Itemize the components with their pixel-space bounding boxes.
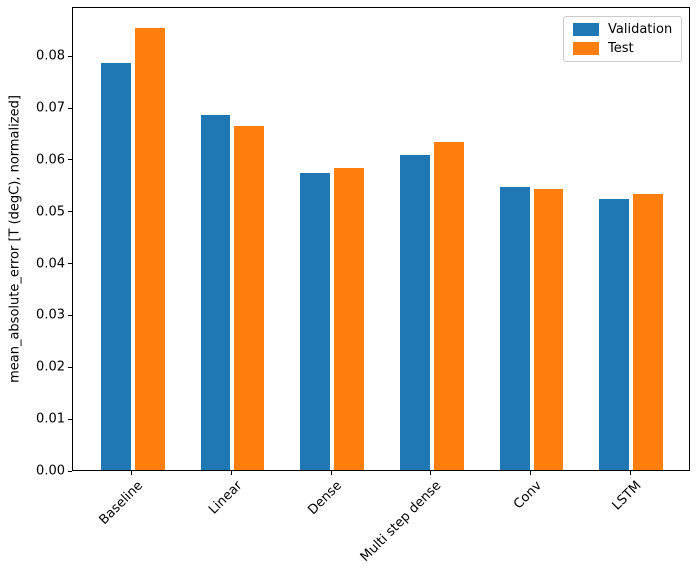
bar-validation-multi-step-dense (399, 155, 430, 470)
ytick-label-0.05: 0.05 (36, 204, 65, 220)
bar-test-lstm (633, 194, 664, 470)
bars-layer (73, 8, 689, 470)
legend-swatch-test-icon (573, 42, 599, 55)
bar-test-multi-step-dense (433, 141, 464, 470)
bar-validation-baseline (100, 63, 131, 470)
ytick-mark-0.03 (68, 314, 72, 316)
legend-label-test: Test (608, 41, 634, 56)
ytick-mark-0.01 (68, 418, 72, 420)
legend-label-validation: Validation (608, 22, 673, 37)
xtick-label-conv: Conv (510, 478, 545, 513)
ytick-mark-0.04 (68, 263, 72, 265)
bar-validation-conv (499, 187, 530, 470)
legend-item-validation: Validation (573, 23, 672, 36)
ytick-mark-0.08 (68, 55, 72, 57)
ytick-mark-0.02 (68, 366, 72, 368)
bar-test-linear (234, 126, 265, 470)
bar-validation-lstm (599, 199, 630, 470)
xtick-label-baseline: Baseline (96, 478, 146, 528)
bar-validation-linear (200, 114, 231, 470)
y-axis-label: mean_absolute_error [T (degC), normalize… (7, 95, 23, 383)
ytick-label-0.01: 0.01 (36, 411, 65, 427)
xtick-mark-lstm (629, 471, 631, 475)
ytick-mark-0.06 (68, 159, 72, 161)
bar-test-baseline (134, 28, 165, 470)
xtick-label-multi-step-dense: Multi step dense (358, 478, 445, 565)
xtick-mark-linear (230, 471, 232, 475)
ytick-label-0.03: 0.03 (36, 307, 65, 323)
ytick-mark-0.05 (68, 211, 72, 213)
bar-validation-dense (300, 173, 331, 470)
ytick-mark-0.00 (68, 470, 72, 472)
ytick-label-0.06: 0.06 (36, 152, 65, 168)
legend-swatch-validation-icon (573, 23, 599, 36)
plot-area (72, 7, 690, 471)
legend-item-test: Test (573, 42, 672, 55)
ytick-label-0.00: 0.00 (36, 463, 65, 479)
xtick-mark-dense (330, 471, 332, 475)
ytick-mark-0.07 (68, 107, 72, 109)
ytick-label-0.08: 0.08 (36, 48, 65, 64)
ytick-label-0.04: 0.04 (36, 256, 65, 272)
ytick-label-0.07: 0.07 (36, 100, 65, 116)
xtick-mark-multi-step-dense (430, 471, 432, 475)
xtick-label-dense: Dense (305, 478, 346, 518)
xtick-mark-conv (530, 471, 532, 475)
xtick-mark-baseline (131, 471, 133, 475)
xtick-label-lstm: LSTM (608, 478, 645, 514)
legend: Validation Test (563, 16, 683, 62)
bar-test-dense (334, 167, 365, 470)
xtick-label-linear: Linear (206, 478, 246, 518)
bar-test-conv (533, 188, 564, 470)
ytick-label-0.02: 0.02 (36, 359, 65, 375)
